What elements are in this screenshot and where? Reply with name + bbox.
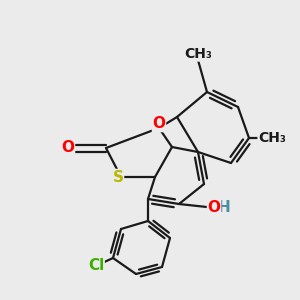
Text: S: S: [112, 169, 124, 184]
Text: O: O: [61, 140, 74, 155]
Text: CH₃: CH₃: [258, 131, 286, 145]
Text: Cl: Cl: [88, 259, 104, 274]
Text: H: H: [218, 200, 230, 215]
Text: CH₃: CH₃: [184, 47, 212, 61]
Text: O: O: [152, 116, 166, 131]
Text: O: O: [208, 200, 220, 215]
